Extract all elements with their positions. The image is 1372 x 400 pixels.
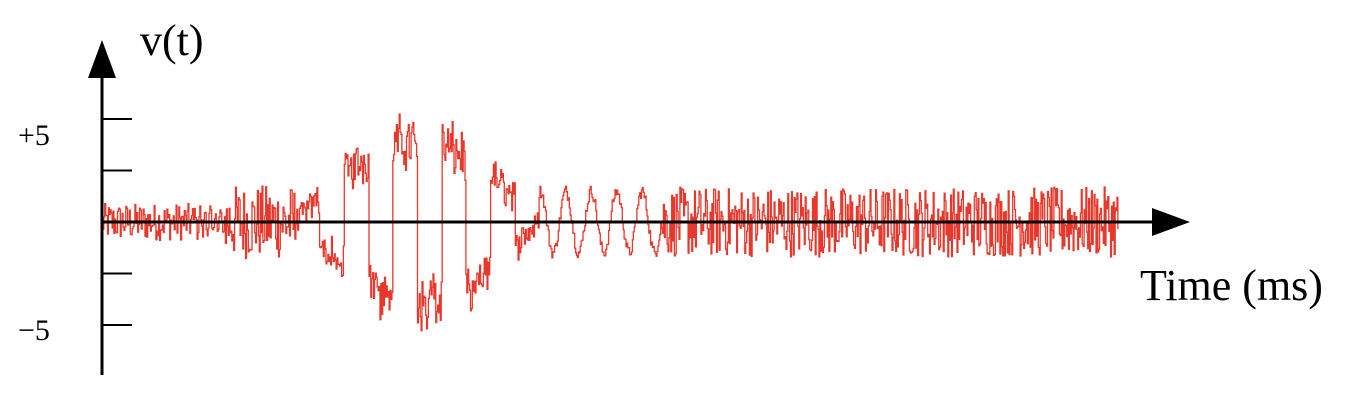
x-axis-arrow bbox=[1152, 208, 1190, 236]
y-tick-label-plus5: +5 bbox=[18, 119, 50, 152]
y-tick-label-minus5: −5 bbox=[18, 314, 50, 347]
y-ticks bbox=[102, 118, 132, 326]
y-axis-label: v(t) bbox=[140, 16, 204, 65]
x-axis-label: Time (ms) bbox=[1140, 261, 1323, 310]
y-axis-arrow bbox=[88, 40, 116, 78]
axes bbox=[88, 40, 1190, 375]
